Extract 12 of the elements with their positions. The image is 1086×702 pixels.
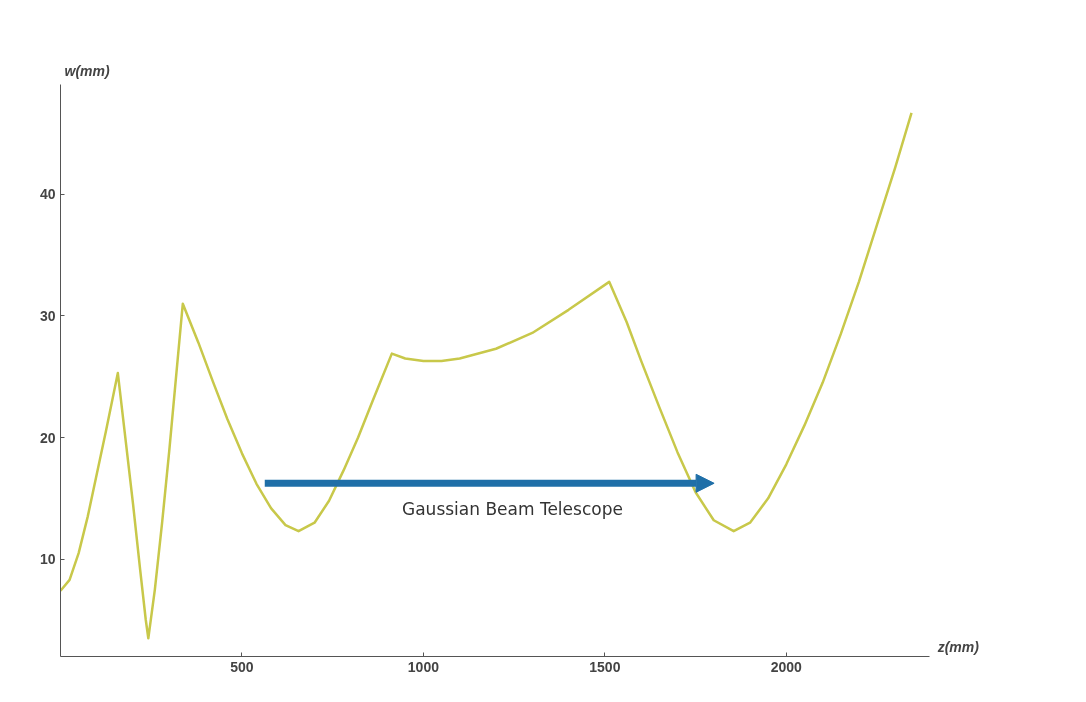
x-tick-label: 2000 xyxy=(770,658,803,675)
y-axis-title: w(mm) xyxy=(64,62,110,79)
annotation: Gaussian Beam Telescope xyxy=(402,499,623,520)
line-series xyxy=(60,111,913,640)
x-tick-label: 1500 xyxy=(589,658,621,675)
y-tick-label: 30 xyxy=(39,307,56,324)
y-tick-label: 20 xyxy=(39,429,56,446)
x-axis-title: z(mm) xyxy=(936,638,980,655)
y-tick-label: 40 xyxy=(39,186,56,203)
x-tick-label: 1000 xyxy=(407,658,440,675)
y-tick-label: 10 xyxy=(39,551,56,568)
x-tick-label: 500 xyxy=(230,658,254,675)
